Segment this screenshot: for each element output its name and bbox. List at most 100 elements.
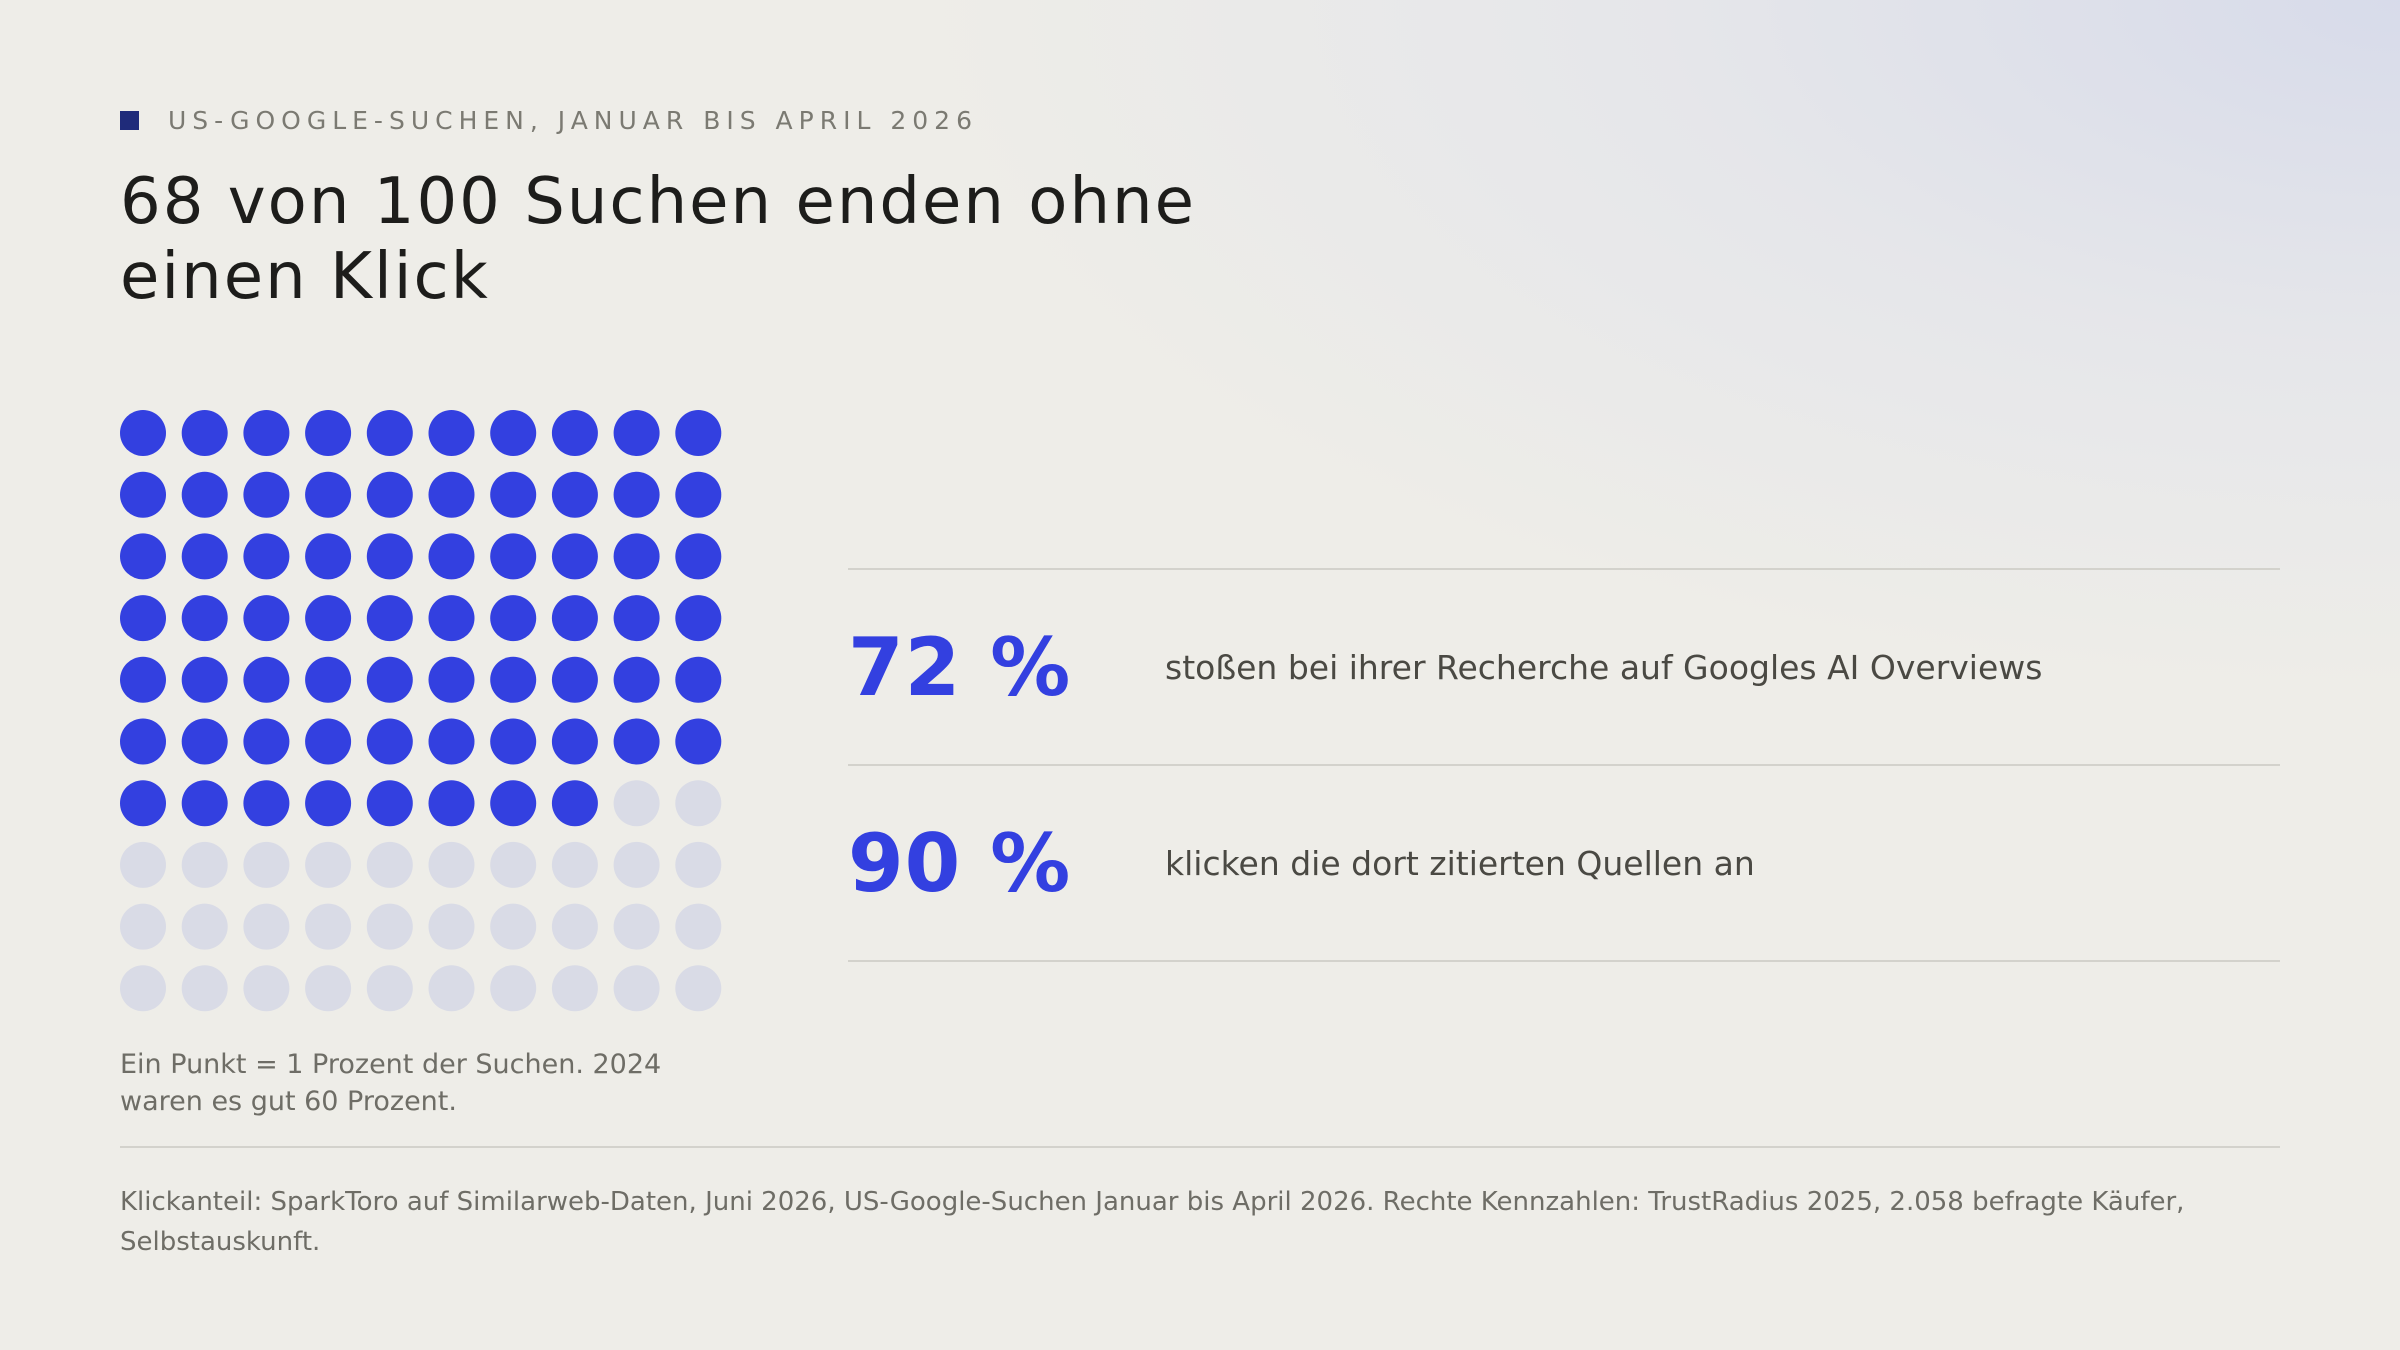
dot-highlighted	[305, 595, 352, 642]
dot-highlighted	[120, 410, 166, 456]
dot-highlighted	[243, 718, 290, 765]
dot-rest	[613, 780, 660, 827]
dot-highlighted	[120, 533, 166, 580]
dot-highlighted	[243, 410, 290, 456]
dot-rest	[120, 965, 166, 1012]
dot-highlighted	[551, 533, 598, 580]
dot-highlighted	[551, 656, 598, 703]
dot-highlighted	[675, 410, 722, 456]
eyebrow: US-Google-Suchen, Januar bis April 2026	[120, 105, 978, 135]
dot-highlighted	[551, 595, 598, 642]
dot-highlighted	[305, 471, 352, 518]
dot-rest	[428, 841, 475, 888]
dot-rest	[305, 903, 352, 950]
chart-note: Ein Punkt = 1 Prozent der Suchen. 2024 w…	[120, 1049, 662, 1117]
dot-highlighted	[428, 718, 475, 765]
stat-value: 90 %	[848, 816, 1072, 910]
dot-rest	[243, 903, 290, 950]
dot-rest	[490, 965, 537, 1012]
dot-highlighted	[428, 410, 475, 456]
dot-highlighted	[120, 780, 166, 827]
dot-highlighted	[490, 656, 537, 703]
dot-rest	[366, 965, 413, 1012]
dot-highlighted	[305, 656, 352, 703]
source-note: Klickanteil: SparkToro auf Similarweb-Da…	[120, 1187, 2185, 1257]
dot-rest	[366, 903, 413, 950]
dot-rest	[551, 841, 598, 888]
dot-rest	[120, 841, 166, 888]
dot-highlighted	[675, 718, 722, 765]
dot-rest	[613, 903, 660, 950]
dot-highlighted	[243, 656, 290, 703]
dot-highlighted	[243, 533, 290, 580]
dot-rest	[428, 903, 475, 950]
dot-highlighted	[613, 656, 660, 703]
dot-rest	[613, 841, 660, 888]
dot-rest	[613, 965, 660, 1012]
dot-highlighted	[120, 471, 166, 518]
dot-highlighted	[551, 780, 598, 827]
dot-highlighted	[366, 595, 413, 642]
dot-highlighted	[675, 471, 722, 518]
footer-divider	[120, 1146, 2280, 1148]
dot-highlighted	[428, 595, 475, 642]
stat-description: stoßen bei ihrer Recherche auf Googles A…	[1165, 647, 2043, 687]
dot-rest	[181, 965, 228, 1012]
dot-highlighted	[120, 656, 166, 703]
stat-divider-bottom	[848, 960, 2280, 962]
dot-rest	[551, 903, 598, 950]
dot-rest	[551, 965, 598, 1012]
dot-highlighted	[675, 533, 722, 580]
dot-highlighted	[305, 533, 352, 580]
dot-highlighted	[490, 533, 537, 580]
dot-highlighted	[120, 595, 166, 642]
dot-highlighted	[613, 533, 660, 580]
dot-highlighted	[366, 410, 413, 456]
dot-highlighted	[428, 656, 475, 703]
dot-highlighted	[181, 595, 228, 642]
dot-highlighted	[366, 533, 413, 580]
dot-highlighted	[305, 718, 352, 765]
stat-description: klicken die dort zitierten Quellen an	[1165, 843, 1755, 883]
chart-title: 68 von 100 Suchen enden ohne einen Klick	[120, 165, 1196, 314]
dot-highlighted	[428, 471, 475, 518]
dot-rest	[243, 965, 290, 1012]
dot-highlighted	[366, 780, 413, 827]
dot-highlighted	[551, 718, 598, 765]
dot-rest	[675, 903, 722, 950]
dot-highlighted	[181, 718, 228, 765]
dot-highlighted	[428, 533, 475, 580]
dot-highlighted	[181, 780, 228, 827]
dot-rest	[305, 965, 352, 1012]
dot-highlighted	[490, 595, 537, 642]
dot-highlighted	[490, 471, 537, 518]
dot-highlighted	[305, 780, 352, 827]
dot-rest	[243, 841, 290, 888]
dot-highlighted	[551, 471, 598, 518]
dot-highlighted	[243, 780, 290, 827]
dot-highlighted	[551, 410, 598, 456]
dot-highlighted	[243, 471, 290, 518]
dot-highlighted	[490, 410, 537, 456]
stat-row-2: 90 % klicken die dort zitierten Quellen …	[848, 765, 2280, 961]
dot-highlighted	[243, 595, 290, 642]
dot-rest	[675, 780, 722, 827]
dot-rest	[181, 841, 228, 888]
dot-highlighted	[613, 595, 660, 642]
dot-highlighted	[490, 718, 537, 765]
stat-value: 72 %	[848, 620, 1072, 714]
dot-highlighted	[181, 656, 228, 703]
dot-highlighted	[366, 718, 413, 765]
dot-highlighted	[613, 471, 660, 518]
eyebrow-square-icon	[120, 110, 139, 130]
waffle-chart	[120, 410, 722, 1012]
dot-highlighted	[366, 656, 413, 703]
dot-rest	[366, 841, 413, 888]
dot-rest	[675, 841, 722, 888]
stat-row-1: 72 % stoßen bei ihrer Recherche auf Goog…	[848, 569, 2280, 765]
dot-highlighted	[675, 656, 722, 703]
stat-divider-middle	[848, 764, 2280, 766]
dot-highlighted	[366, 471, 413, 518]
dot-highlighted	[613, 718, 660, 765]
dot-highlighted	[305, 410, 352, 456]
